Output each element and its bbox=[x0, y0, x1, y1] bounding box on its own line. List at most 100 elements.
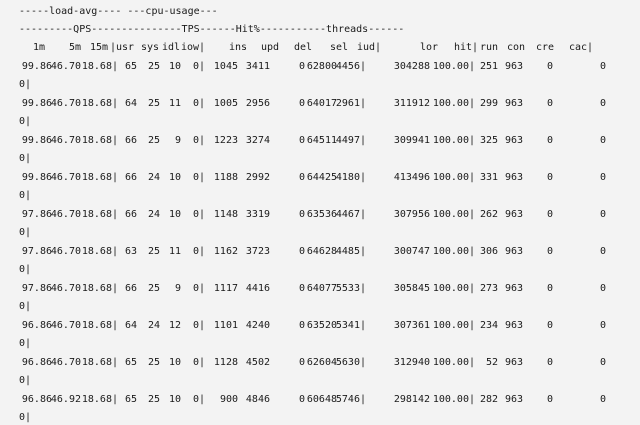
cell-m15: 18.68| bbox=[81, 246, 118, 257]
cell-sel: 64628 bbox=[306, 246, 337, 257]
cell-sel: 62800 bbox=[306, 61, 337, 72]
column-header-usr: |usr bbox=[110, 42, 135, 53]
cell-lor: 413496 bbox=[393, 172, 430, 183]
cell-upd: 4502 bbox=[245, 357, 270, 368]
cell-del: 0 bbox=[298, 61, 305, 72]
table-row: 96.86 46.70 18.68| 64 24 12 0| 1101 4240 0 63520 53… bbox=[0, 320, 640, 331]
cell-ins: 1101 bbox=[213, 320, 238, 331]
cell-m5: 46.70 bbox=[50, 98, 81, 109]
cell-idl: 10 bbox=[168, 357, 181, 368]
cell-sys: 24 bbox=[147, 320, 160, 331]
cell-cre: 0 bbox=[546, 209, 553, 220]
column-header-iud: iud| bbox=[357, 42, 382, 53]
header-section-line: ---------QPS---------------TPS------Hit%… bbox=[19, 24, 405, 35]
row-wrap-continuation: 0| bbox=[19, 412, 32, 423]
cell-idl: 12 bbox=[168, 320, 181, 331]
cell-del: 0 bbox=[298, 394, 305, 405]
cell-sel: 64425 bbox=[306, 172, 337, 183]
header-group-line: -----load-avg---- ---cpu-usage--- bbox=[19, 6, 218, 17]
cell-idl: 9 bbox=[174, 135, 181, 146]
cell-cac: 0 bbox=[600, 394, 607, 405]
cell-cac: 0 bbox=[600, 283, 607, 294]
cell-cre: 0 bbox=[546, 172, 553, 183]
cell-iud: 5533| bbox=[335, 283, 366, 294]
cell-con: 963 bbox=[504, 209, 523, 220]
cell-m15: 18.68| bbox=[81, 283, 118, 294]
cell-cre: 0 bbox=[546, 98, 553, 109]
cell-ins: 1148 bbox=[213, 209, 238, 220]
cell-del: 0 bbox=[298, 283, 305, 294]
cell-m5: 46.70 bbox=[50, 61, 81, 72]
cell-iud: 5746| bbox=[335, 394, 366, 405]
table-row: 96.86 46.70 18.68| 65 25 10 0| 1128 4502 0 62604 56… bbox=[0, 357, 640, 368]
cell-cre: 0 bbox=[546, 246, 553, 257]
cell-run: 251 bbox=[479, 61, 498, 72]
cell-cac: 0 bbox=[600, 246, 607, 257]
cell-sel: 64077 bbox=[306, 283, 337, 294]
cell-iow: 0| bbox=[192, 320, 205, 331]
column-header-iow: iow| bbox=[181, 42, 206, 53]
cell-iow: 0| bbox=[192, 283, 205, 294]
cell-run: 299 bbox=[479, 98, 498, 109]
cell-m15: 18.68| bbox=[81, 209, 118, 220]
table-row: 97.86 46.70 18.68| 63 25 11 0| 1162 3723 0 64628 44… bbox=[0, 246, 640, 257]
cell-hit: 100.00| bbox=[432, 283, 475, 294]
row-wrap-continuation: 0| bbox=[19, 375, 32, 386]
cell-m5: 46.70 bbox=[50, 209, 81, 220]
row-wrap-continuation: 0| bbox=[19, 227, 32, 238]
cell-m1: 97.86 bbox=[21, 246, 52, 257]
cell-sys: 24 bbox=[147, 172, 160, 183]
cell-hit: 100.00| bbox=[432, 246, 475, 257]
cell-usr: 66 bbox=[124, 172, 137, 183]
cell-iow: 0| bbox=[192, 61, 205, 72]
cell-idl: 11 bbox=[168, 246, 181, 257]
cell-iud: 4456| bbox=[335, 61, 366, 72]
cell-sel: 64017 bbox=[306, 98, 337, 109]
cell-lor: 300747 bbox=[393, 246, 430, 257]
cell-iud: 4497| bbox=[335, 135, 366, 146]
cell-run: 52 bbox=[485, 357, 498, 368]
column-header-hit: hit| bbox=[454, 42, 479, 53]
cell-m5: 46.70 bbox=[50, 246, 81, 257]
cell-m1: 96.86 bbox=[21, 357, 52, 368]
cell-cac: 0 bbox=[600, 320, 607, 331]
cell-m15: 18.68| bbox=[81, 98, 118, 109]
cell-sys: 25 bbox=[147, 394, 160, 405]
cell-iow: 0| bbox=[192, 135, 205, 146]
cell-sys: 25 bbox=[147, 135, 160, 146]
table-row: 96.86 46.92 18.68| 65 25 10 0| 900 4846 0 60648 574… bbox=[0, 394, 640, 405]
column-header-ins: ins bbox=[229, 42, 248, 53]
cell-m1: 99.86 bbox=[21, 172, 52, 183]
cell-sel: 63536 bbox=[306, 209, 337, 220]
cell-iow: 0| bbox=[192, 98, 205, 109]
cell-lor: 307361 bbox=[393, 320, 430, 331]
cell-m5: 46.70 bbox=[50, 283, 81, 294]
cell-m5: 46.70 bbox=[50, 135, 81, 146]
cell-del: 0 bbox=[298, 172, 305, 183]
cell-sel: 62604 bbox=[306, 357, 337, 368]
cell-m15: 18.68| bbox=[81, 394, 118, 405]
cell-hit: 100.00| bbox=[432, 98, 475, 109]
cell-ins: 1128 bbox=[213, 357, 238, 368]
cell-cac: 0 bbox=[600, 209, 607, 220]
cell-upd: 2956 bbox=[245, 98, 270, 109]
cell-m1: 96.86 bbox=[21, 320, 52, 331]
row-wrap-continuation: 0| bbox=[19, 79, 32, 90]
cell-upd: 4416 bbox=[245, 283, 270, 294]
row-wrap-continuation: 0| bbox=[19, 190, 32, 201]
cell-ins: 1162 bbox=[213, 246, 238, 257]
cell-run: 234 bbox=[479, 320, 498, 331]
cell-con: 963 bbox=[504, 320, 523, 331]
cell-sys: 25 bbox=[147, 61, 160, 72]
cell-cac: 0 bbox=[600, 357, 607, 368]
column-header-row: 1m 5m 15m |usr sys idl iow| ins upd del sel iud| lor… bbox=[0, 42, 640, 53]
cell-usr: 66 bbox=[124, 283, 137, 294]
cell-iud: 2961| bbox=[335, 98, 366, 109]
cell-iow: 0| bbox=[192, 357, 205, 368]
cell-cac: 0 bbox=[600, 98, 607, 109]
cell-cre: 0 bbox=[546, 357, 553, 368]
cell-cac: 0 bbox=[600, 135, 607, 146]
cell-con: 963 bbox=[504, 394, 523, 405]
cell-cac: 0 bbox=[600, 61, 607, 72]
